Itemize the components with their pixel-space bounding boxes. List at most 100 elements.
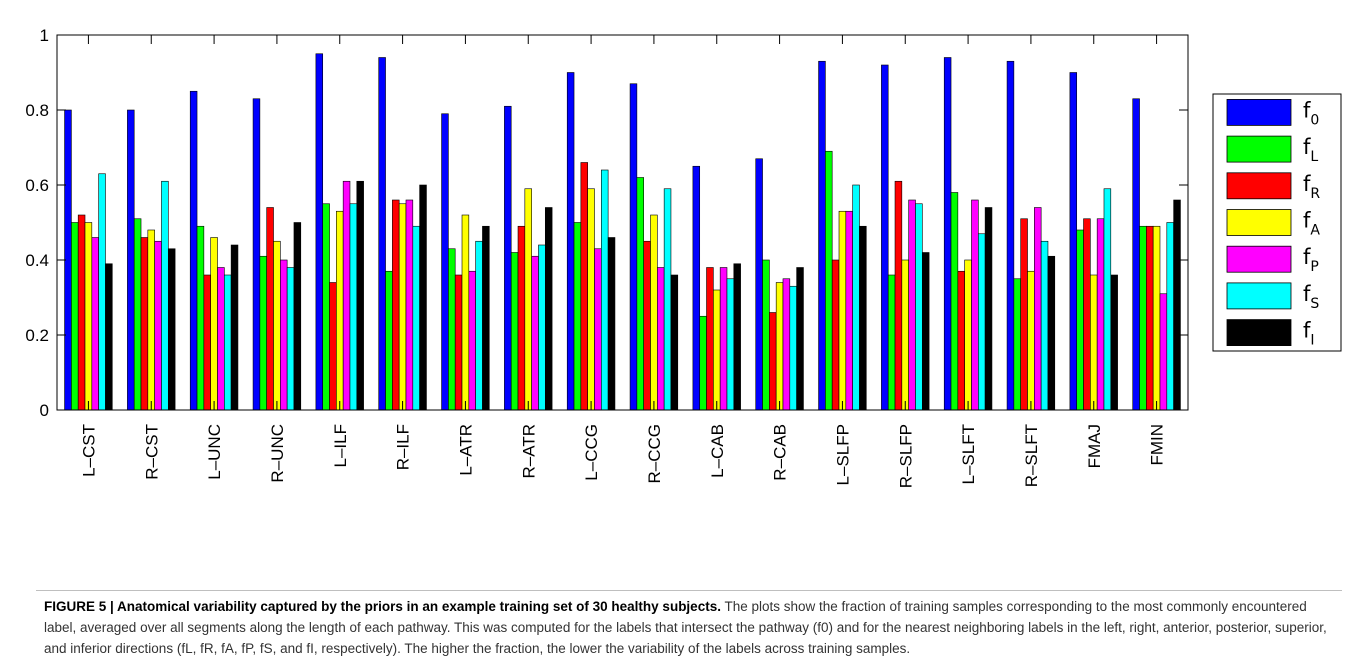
bar-fl-11	[762, 259, 770, 411]
bar-fi-12	[859, 225, 867, 411]
x-category-label-10: L–CAB	[708, 424, 727, 478]
bar-fr-8	[580, 162, 588, 411]
x-category-label-13: R–SLFP	[896, 424, 915, 488]
bar-fl-3	[259, 255, 267, 411]
bar-fr-7	[517, 225, 526, 411]
bar-fi-9	[670, 274, 679, 411]
bar-fi-0	[105, 263, 113, 411]
bar-fi-6	[482, 225, 490, 411]
bar-fs-6	[475, 240, 483, 411]
bar-f0-14	[943, 57, 952, 411]
bar-fl-10	[699, 315, 707, 411]
bar-f0-3	[252, 98, 261, 411]
bar-fl-15	[1013, 278, 1021, 411]
bar-fr-12	[831, 259, 840, 411]
bar-f0-9	[629, 83, 638, 411]
bar-fr-14	[957, 270, 965, 411]
bar-f0-12	[818, 60, 826, 411]
legend-swatch-fs	[1226, 282, 1292, 310]
legend-label-subscript: S	[1310, 296, 1319, 312]
y-tick-label-5: 1	[40, 26, 49, 45]
bar-fa-13	[901, 259, 909, 411]
bar-fa-7	[524, 188, 532, 411]
bar-fi-4	[356, 180, 364, 411]
bar-fp-17	[1159, 293, 1168, 411]
bar-fs-10	[726, 278, 735, 411]
bar-fs-0	[98, 173, 106, 411]
legend-label-subscript: L	[1310, 149, 1318, 165]
bar-fp-6	[468, 270, 476, 411]
bar-fi-3	[293, 222, 302, 411]
y-tick-label-0: 0	[40, 401, 49, 420]
legend-label-subscript: R	[1310, 186, 1320, 202]
bar-fr-13	[894, 180, 903, 411]
bar-f0-4	[315, 53, 324, 411]
bar-fl-5	[385, 270, 393, 411]
bar-fr-16	[1083, 218, 1091, 411]
bar-fp-5	[405, 199, 414, 411]
x-category-label-3: R–UNC	[268, 424, 287, 483]
bar-fs-15	[1040, 240, 1049, 411]
bar-fs-16	[1103, 188, 1112, 411]
bar-f0-10	[692, 165, 701, 411]
y-tick-label-4: 0.8	[25, 101, 49, 120]
bar-fl-12	[825, 150, 833, 411]
bar-fs-11	[789, 285, 797, 411]
x-category-label-17: FMIN	[1148, 424, 1167, 466]
bar-fa-4	[336, 210, 344, 411]
legend-label-fi: fI	[1303, 319, 1315, 349]
bar-f0-17	[1132, 98, 1140, 411]
bar-fa-11	[775, 282, 784, 411]
figure-caption: FIGURE 5 | Anatomical variability captur…	[44, 596, 1340, 659]
bar-fl-9	[636, 177, 644, 411]
bar-fa-17	[1152, 225, 1161, 411]
bar-fi-2	[230, 244, 239, 411]
x-category-label-5: R–ILF	[394, 424, 413, 470]
legend-swatch-fl	[1226, 135, 1292, 163]
bar-f0-5	[378, 57, 386, 411]
bar-fr-11	[769, 312, 777, 411]
bar-fr-3	[266, 207, 274, 411]
bar-fp-2	[217, 267, 225, 411]
bar-fi-11	[796, 267, 804, 411]
bar-fa-1	[147, 229, 155, 411]
bar-fa-12	[838, 210, 847, 411]
bar-f0-15	[1006, 60, 1015, 411]
y-tick-label-2: 0.4	[25, 251, 49, 270]
bar-fi-13	[921, 252, 930, 411]
x-category-label-4: L–ILF	[331, 424, 350, 467]
caption-divider	[36, 590, 1342, 591]
bar-fi-17	[1173, 199, 1181, 411]
bar-fs-7	[538, 244, 546, 411]
bar-fs-8	[601, 169, 609, 411]
bar-fa-16	[1090, 274, 1098, 411]
bar-fl-14	[950, 192, 959, 411]
bar-fs-13	[915, 203, 923, 411]
caption-label: FIGURE 5 | Anatomical variability captur…	[44, 599, 721, 614]
plot-frame	[56, 34, 1189, 411]
bar-fr-15	[1020, 218, 1028, 411]
bar-fi-14	[984, 207, 993, 411]
bar-fi-5	[419, 184, 427, 411]
bar-f0-7	[504, 105, 512, 411]
bar-fp-11	[782, 278, 791, 411]
legend-label-subscript: I	[1310, 333, 1314, 349]
bar-fs-2	[224, 274, 232, 411]
bar-fr-0	[77, 214, 86, 411]
x-category-label-15: R–SLFT	[1022, 424, 1041, 487]
bar-fi-16	[1110, 274, 1118, 411]
y-tick-label-3: 0.6	[25, 176, 49, 195]
bar-fi-8	[607, 237, 616, 411]
bar-fp-12	[845, 210, 853, 411]
bar-fl-13	[887, 274, 896, 411]
legend-label-subscript: A	[1310, 223, 1320, 239]
bar-fp-0	[91, 237, 99, 411]
bar-fa-9	[650, 214, 658, 411]
bar-fr-10	[706, 267, 714, 411]
bar-fp-16	[1096, 218, 1105, 411]
bar-fl-8	[573, 222, 582, 411]
legend-swatch-fa	[1226, 209, 1292, 236]
x-category-label-7: R–ATR	[519, 424, 538, 478]
bar-fs-14	[978, 233, 986, 411]
bar-fs-9	[663, 188, 672, 411]
